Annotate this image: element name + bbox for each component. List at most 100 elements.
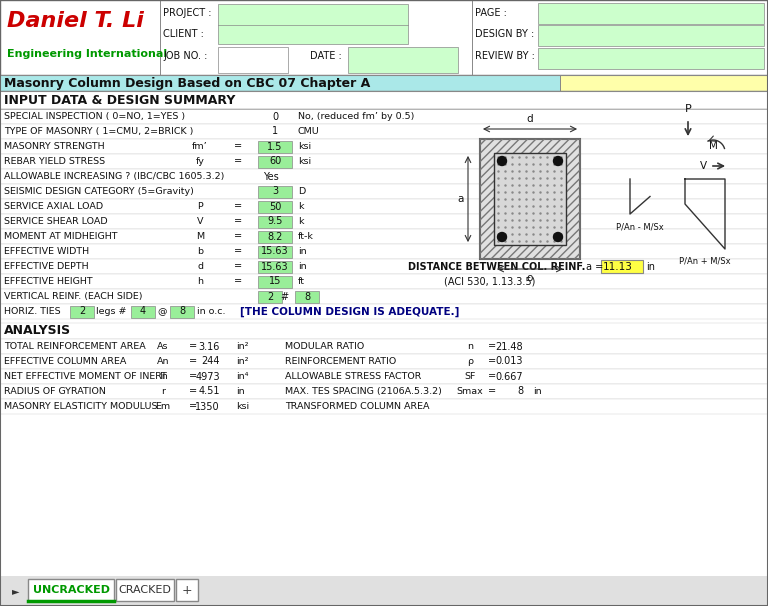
Bar (538, 3, 764, 24)
Text: in o.c.: in o.c. (197, 307, 226, 316)
Text: legs #: legs # (96, 307, 127, 316)
Circle shape (498, 156, 507, 165)
Text: b: b (197, 247, 203, 256)
Bar (480, 139, 580, 259)
Text: =: = (234, 231, 242, 242)
Text: Em: Em (155, 402, 170, 411)
Bar (258, 230, 292, 242)
Bar (0, 289, 768, 304)
Bar (601, 259, 643, 273)
Bar (116, 579, 174, 601)
Text: JOB NO. :: JOB NO. : (163, 52, 207, 61)
Text: V: V (700, 161, 707, 171)
Text: Engineering International: Engineering International (7, 49, 167, 59)
Text: in: in (533, 387, 541, 396)
Text: 60: 60 (269, 156, 281, 167)
Bar (0, 169, 768, 184)
Text: DATE :: DATE : (310, 52, 342, 61)
Text: Daniel T. Li: Daniel T. Li (7, 11, 144, 31)
Text: ksi: ksi (236, 402, 249, 411)
Bar (0, 399, 768, 414)
Circle shape (498, 233, 507, 242)
Text: ►: ► (12, 586, 20, 596)
Text: ksi: ksi (298, 142, 311, 151)
Text: =: = (234, 276, 242, 287)
Text: SERVICE SHEAR LOAD: SERVICE SHEAR LOAD (4, 217, 108, 226)
Bar (0, 229, 768, 244)
Bar (0, 199, 768, 214)
Bar (258, 185, 292, 198)
Text: As: As (157, 342, 169, 351)
Text: h: h (197, 277, 203, 286)
Text: SEISMIC DESIGN CATEGORY (5=Gravity): SEISMIC DESIGN CATEGORY (5=Gravity) (4, 187, 194, 196)
Text: M: M (196, 232, 204, 241)
Text: UNCRACKED: UNCRACKED (32, 585, 110, 595)
Text: 1350: 1350 (195, 402, 220, 411)
Text: 11.13: 11.13 (603, 262, 633, 271)
Text: DESIGN BY :: DESIGN BY : (475, 28, 535, 39)
Text: 0.667: 0.667 (495, 371, 523, 382)
Text: 1: 1 (272, 127, 278, 136)
Text: RADIUS OF GYRATION: RADIUS OF GYRATION (4, 387, 106, 396)
Text: =: = (189, 342, 197, 351)
Text: MOMENT AT MIDHEIGHT: MOMENT AT MIDHEIGHT (4, 232, 118, 241)
Text: ALLOWABLE STRESS FACTOR: ALLOWABLE STRESS FACTOR (285, 372, 422, 381)
Bar (538, 48, 764, 69)
Text: =: = (189, 402, 197, 411)
Text: 15: 15 (269, 276, 281, 287)
Text: MASONRY ELASTICITY MODULUS: MASONRY ELASTICITY MODULUS (4, 402, 157, 411)
Text: EFFECTIVE COLUMN AREA: EFFECTIVE COLUMN AREA (4, 357, 127, 366)
Text: =: = (488, 342, 496, 351)
Text: PAGE :: PAGE : (475, 8, 507, 18)
Text: SF: SF (465, 372, 475, 381)
Text: a =: a = (586, 262, 603, 271)
Text: An: An (157, 357, 169, 366)
Text: MAX. TES SPACING (2106A.5.3.2): MAX. TES SPACING (2106A.5.3.2) (285, 387, 442, 396)
Text: EFFECTIVE DEPTH: EFFECTIVE DEPTH (4, 262, 88, 271)
Bar (70, 305, 94, 318)
Bar (0, 274, 768, 289)
Text: VERTICAL REINF. (EACH SIDE): VERTICAL REINF. (EACH SIDE) (4, 292, 143, 301)
Text: ANALYSIS: ANALYSIS (4, 324, 71, 338)
Text: CRACKED: CRACKED (118, 585, 171, 595)
Text: in: in (646, 262, 655, 271)
Text: in: in (298, 262, 306, 271)
Text: TYPE OF MASONRY ( 1=CMU, 2=BRICK ): TYPE OF MASONRY ( 1=CMU, 2=BRICK ) (4, 127, 194, 136)
Bar (0, 323, 768, 339)
Text: ksi: ksi (298, 157, 311, 166)
Text: =: = (234, 262, 242, 271)
Bar (0, 124, 768, 139)
Bar (560, 75, 768, 91)
Text: =: = (488, 356, 496, 367)
Text: TOTAL REINFORCEMENT AREA: TOTAL REINFORCEMENT AREA (4, 342, 146, 351)
Bar (28, 579, 114, 601)
Text: =: = (189, 387, 197, 396)
Text: 15.63: 15.63 (261, 247, 289, 256)
Text: ft-k: ft-k (298, 232, 314, 241)
Circle shape (554, 156, 562, 165)
Text: n: n (467, 342, 473, 351)
Text: 1.5: 1.5 (267, 141, 283, 152)
Text: =: = (234, 202, 242, 211)
Bar (258, 245, 292, 258)
Text: Yes: Yes (263, 171, 279, 182)
Text: INPUT DATA & DESIGN SUMMARY: INPUT DATA & DESIGN SUMMARY (4, 93, 235, 107)
Bar (0, 75, 560, 91)
Text: in: in (298, 247, 306, 256)
Text: MODULAR RATIO: MODULAR RATIO (285, 342, 364, 351)
Text: #: # (280, 291, 288, 302)
Text: SPECIAL INSPECTION ( 0=NO, 1=YES ): SPECIAL INSPECTION ( 0=NO, 1=YES ) (4, 112, 185, 121)
Bar (258, 156, 292, 167)
Text: DISTANCE BETWEEN COL. REINF.: DISTANCE BETWEEN COL. REINF. (408, 262, 585, 271)
Text: =: = (189, 371, 197, 382)
Text: =: = (234, 141, 242, 152)
Text: (ACI 530, 1.13.3.5): (ACI 530, 1.13.3.5) (445, 276, 536, 287)
Bar (0, 304, 768, 319)
Text: REINFORCEMENT RATIO: REINFORCEMENT RATIO (285, 357, 396, 366)
Bar (494, 153, 566, 245)
Text: EFFECTIVE WIDTH: EFFECTIVE WIDTH (4, 247, 89, 256)
Text: Masonry Column Design Based on CBC 07 Chapter A: Masonry Column Design Based on CBC 07 Ch… (4, 76, 370, 90)
Text: [THE COLUMN DESIGN IS ADEQUATE.]: [THE COLUMN DESIGN IS ADEQUATE.] (240, 307, 459, 316)
Bar (0, 576, 768, 606)
Text: 8: 8 (517, 387, 523, 396)
